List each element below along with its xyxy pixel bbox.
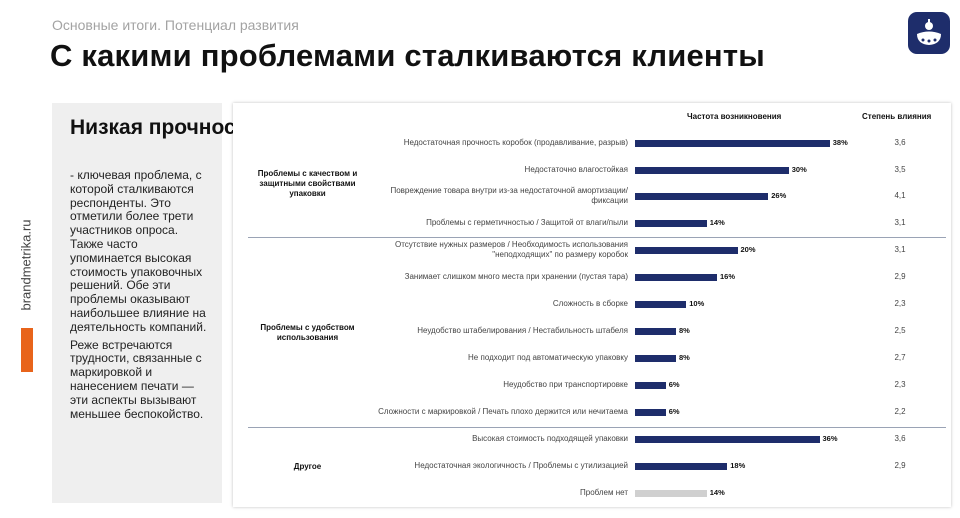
bar [635, 435, 820, 443]
section-subtitle: Основные итоги. Потенциал развития [52, 17, 299, 33]
row-label: Недостаточная прочность коробок (продавл… [403, 138, 628, 147]
row-label: Недостаточно влагостойкая [524, 165, 628, 174]
bar [635, 327, 676, 335]
summary-text: - ключевая проблема, с которой сталкиваю… [70, 168, 210, 425]
bar-value-label: 26% [771, 191, 787, 200]
row-label: Высокая стоимость подходящей упаковки [472, 434, 628, 443]
summary-panel [52, 103, 222, 503]
influence-value: 4,1 [894, 191, 906, 200]
influence-value: 3,6 [894, 138, 906, 147]
summary-heading: Низкая прочность [70, 116, 259, 139]
row-label: Сложности с маркировкой / Печать плохо д… [378, 407, 628, 416]
row-label: Неудобство при транспортировке [503, 380, 628, 389]
row-label: Недостаточная экологичность / Проблемы с… [414, 461, 628, 470]
bar [635, 381, 666, 389]
bar-value-label: 30% [791, 165, 807, 174]
bar [635, 273, 717, 281]
bar-value-label: 16% [720, 272, 736, 281]
bar-value-label: 14% [709, 218, 725, 227]
site-url: brandmetrika.ru [18, 219, 34, 311]
summary-paragraph-2: Реже встречаются трудности, связанные с … [70, 337, 204, 421]
row-label: Отсутствие нужных размеров / Необходимос… [395, 240, 628, 259]
bar [635, 166, 789, 174]
group-label-usability: Проблемы с удобством использования [260, 323, 355, 342]
bar-value-label: 6% [668, 407, 680, 416]
bar [635, 219, 707, 227]
summary-paragraph-1: - ключевая проблема, с которой сталкиваю… [70, 168, 207, 334]
chart-card [233, 103, 951, 507]
bar-value-label: 8% [679, 353, 690, 362]
bar-value-label: 10% [689, 299, 705, 308]
page-title: С какими проблемами сталкиваются клиенты [50, 38, 765, 73]
row-label: Не подходит под автоматическую упаковку [468, 353, 628, 362]
bar [635, 408, 666, 416]
bar [635, 192, 769, 200]
group-label-quality: Проблемы с качеством и защитными свойств… [257, 169, 358, 198]
bar-value-label: 6% [668, 380, 680, 389]
bar-value-label: 38% [832, 138, 848, 147]
bar [635, 300, 687, 308]
bar-value-label: 20% [740, 245, 756, 254]
bar [635, 246, 738, 254]
bar [635, 139, 830, 147]
row-label: Проблемы с герметичностью / Защитой от в… [426, 218, 628, 227]
row-label: Сложность в сборке [552, 299, 628, 308]
influence-value: 2,5 [894, 326, 906, 335]
row-label: Повреждение товара внутри из-за недостат… [390, 186, 628, 205]
brand-logo-icon [908, 12, 950, 54]
column-header-frequency: Частота возникновения [687, 112, 782, 121]
row-label: Занимает слишком много места при хранени… [404, 272, 628, 281]
vertical-site-label: brandmetrika.ru [15, 200, 37, 330]
row-label: Неудобство штабелирования / Нестабильнос… [417, 326, 628, 335]
bar-value-label: 8% [679, 326, 690, 335]
influence-value: 2,9 [894, 461, 906, 470]
group-separator [248, 237, 946, 238]
group-label-other: Другое [293, 462, 322, 471]
bar-value-label: 14% [709, 488, 725, 497]
bar-value-label: 36% [822, 434, 838, 443]
influence-value: 2,3 [894, 380, 906, 389]
influence-value: 3,1 [894, 245, 906, 254]
bar [635, 354, 676, 362]
influence-value: 2,7 [894, 353, 906, 362]
influence-value: 2,2 [894, 407, 906, 416]
influence-value: 2,9 [894, 272, 906, 281]
bar [635, 462, 728, 470]
accent-bar [21, 328, 33, 372]
influence-value: 3,5 [894, 165, 906, 174]
bar [635, 489, 707, 497]
row-label: Проблем нет [580, 488, 628, 497]
influence-value: 3,6 [894, 434, 906, 443]
influence-value: 3,1 [894, 218, 906, 227]
group-separator [248, 427, 946, 428]
column-header-influence: Степень влияния [862, 112, 932, 121]
bar-value-label: 18% [730, 461, 746, 470]
influence-value: 2,3 [894, 299, 906, 308]
